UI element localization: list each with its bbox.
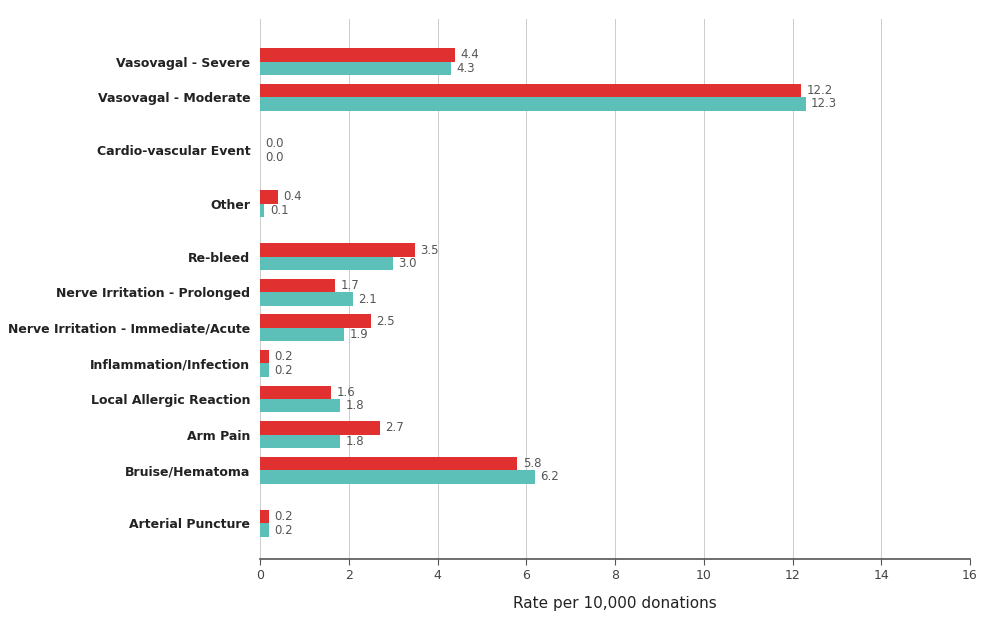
Text: 5.8: 5.8 bbox=[523, 457, 541, 470]
Text: 1.9: 1.9 bbox=[350, 328, 368, 341]
Text: 12.3: 12.3 bbox=[811, 97, 837, 110]
Text: 1.8: 1.8 bbox=[345, 435, 364, 448]
Bar bbox=[260, 84, 801, 97]
Bar bbox=[260, 434, 340, 448]
Text: 1.8: 1.8 bbox=[345, 399, 364, 412]
Text: 3.0: 3.0 bbox=[398, 257, 417, 271]
Text: 1.7: 1.7 bbox=[341, 279, 360, 292]
Text: 0.2: 0.2 bbox=[274, 510, 293, 523]
Bar bbox=[260, 470, 535, 483]
Bar bbox=[260, 523, 269, 537]
Text: 4.4: 4.4 bbox=[461, 48, 479, 62]
Text: 0.1: 0.1 bbox=[270, 204, 288, 217]
Text: 0.0: 0.0 bbox=[265, 137, 284, 150]
Text: 0.4: 0.4 bbox=[283, 190, 302, 203]
Bar bbox=[260, 243, 415, 257]
Bar bbox=[260, 363, 269, 377]
Text: 0.2: 0.2 bbox=[274, 364, 293, 377]
Bar bbox=[260, 385, 331, 399]
Text: 2.1: 2.1 bbox=[359, 293, 377, 305]
Text: 2.7: 2.7 bbox=[385, 421, 404, 434]
Text: 6.2: 6.2 bbox=[540, 471, 559, 483]
Bar bbox=[260, 204, 264, 217]
Bar bbox=[260, 279, 335, 293]
Bar bbox=[260, 314, 371, 328]
Bar bbox=[260, 190, 278, 204]
Bar bbox=[260, 421, 380, 434]
Text: 0.0: 0.0 bbox=[265, 150, 284, 164]
Text: 3.5: 3.5 bbox=[421, 244, 439, 257]
Bar bbox=[260, 293, 353, 306]
Bar bbox=[260, 328, 344, 342]
Text: 2.5: 2.5 bbox=[376, 315, 395, 328]
Text: 12.2: 12.2 bbox=[807, 84, 833, 97]
X-axis label: Rate per 10,000 donations: Rate per 10,000 donations bbox=[513, 596, 717, 611]
Text: 4.3: 4.3 bbox=[456, 62, 475, 75]
Bar bbox=[260, 97, 806, 110]
Bar bbox=[260, 257, 393, 271]
Text: 0.2: 0.2 bbox=[274, 523, 293, 537]
Bar bbox=[260, 510, 269, 523]
Bar bbox=[260, 48, 455, 62]
Text: 0.2: 0.2 bbox=[274, 351, 293, 363]
Bar bbox=[260, 399, 340, 413]
Text: 1.6: 1.6 bbox=[336, 385, 355, 399]
Bar bbox=[260, 350, 269, 363]
Bar bbox=[260, 457, 517, 470]
Bar bbox=[260, 62, 451, 75]
